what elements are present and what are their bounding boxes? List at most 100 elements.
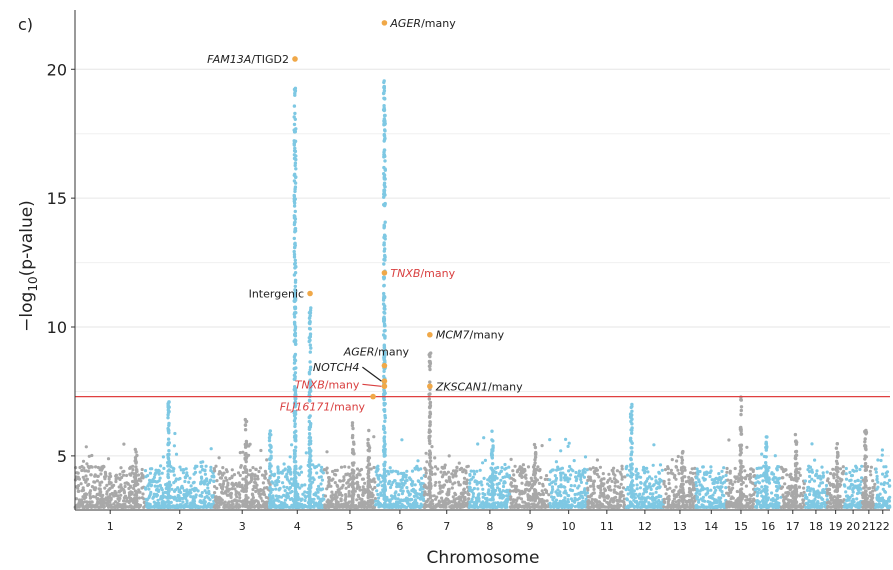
snp-point — [554, 476, 559, 480]
snp-point — [99, 504, 103, 508]
snp-point — [241, 450, 245, 454]
snp-point — [548, 470, 553, 474]
snp-point — [509, 457, 513, 461]
snp-point — [413, 483, 417, 487]
snp-point — [478, 468, 482, 472]
snp-point — [339, 497, 343, 501]
snp-point — [724, 486, 728, 490]
snp-point — [642, 465, 646, 469]
snp-point — [850, 502, 855, 506]
snp-point — [666, 467, 670, 471]
snp-point — [722, 494, 726, 498]
snp-point — [174, 505, 178, 509]
snp-point — [371, 493, 375, 497]
snp-point — [300, 497, 304, 501]
snp-point — [181, 500, 185, 504]
snp-point — [191, 501, 195, 505]
snp-point — [610, 479, 614, 483]
snp-point — [107, 500, 112, 504]
snp-point — [527, 503, 531, 507]
snp-point — [595, 505, 600, 509]
snp-point — [767, 466, 771, 470]
snp-point — [375, 469, 379, 473]
snp-point — [505, 472, 509, 476]
snp-point — [426, 498, 430, 502]
snp-point — [89, 473, 93, 477]
snp-point — [87, 482, 91, 487]
snp-point — [121, 487, 125, 491]
peak-snp-point — [292, 435, 297, 439]
peak-snp-point — [293, 278, 298, 282]
snp-point — [159, 495, 163, 499]
snp-point — [80, 464, 84, 469]
peak-snp-point — [294, 339, 298, 343]
snp-point — [357, 501, 361, 505]
peak-snp-point — [166, 494, 171, 499]
snp-point — [416, 459, 420, 463]
peak-snp-point — [166, 499, 170, 503]
peak-snp-point — [292, 430, 297, 435]
snp-point — [318, 503, 322, 507]
snp-point — [241, 504, 245, 508]
snp-point — [234, 481, 238, 486]
snp-point — [651, 463, 655, 467]
snp-point — [642, 501, 646, 505]
snp-point — [279, 501, 284, 505]
snp-point — [668, 505, 673, 509]
snp-point — [219, 471, 223, 475]
snp-point — [773, 454, 777, 458]
snp-point — [600, 492, 604, 496]
snp-point — [521, 471, 525, 475]
snp-point — [548, 478, 552, 482]
snp-point — [254, 489, 258, 494]
snp-point — [869, 465, 874, 469]
snp-point — [702, 478, 706, 482]
snp-point — [586, 478, 590, 482]
snp-point — [586, 486, 590, 490]
snp-point — [203, 472, 207, 476]
peak-snp-point — [292, 249, 296, 254]
snp-point — [278, 486, 282, 490]
snp-point — [441, 485, 445, 489]
snp-point — [100, 467, 104, 471]
snp-point — [501, 494, 506, 498]
snp-point — [233, 487, 237, 491]
snp-point — [624, 505, 628, 509]
snp-point — [485, 499, 489, 503]
snp-point — [759, 490, 763, 494]
peak-snp-point — [293, 478, 297, 483]
snp-point — [499, 501, 503, 505]
snp-point — [298, 505, 302, 509]
snp-point — [315, 487, 319, 492]
snp-point — [206, 482, 210, 487]
snp-point — [539, 476, 543, 480]
snp-point — [226, 505, 230, 509]
snp-point — [362, 503, 367, 507]
snp-point — [697, 500, 701, 504]
snp-point — [883, 490, 888, 494]
snp-point — [85, 462, 89, 466]
snp-point — [652, 501, 657, 506]
snp-point — [394, 490, 398, 494]
snp-point — [159, 497, 163, 501]
snp-point — [276, 465, 280, 469]
snp-point — [215, 498, 219, 502]
snp-point — [637, 496, 642, 500]
snp-point — [273, 498, 277, 502]
snp-point — [808, 465, 812, 469]
snp-point — [636, 505, 640, 509]
snp-point — [238, 451, 242, 455]
peak-snp-point — [293, 258, 297, 262]
snp-point — [156, 470, 160, 474]
snp-point — [704, 493, 708, 497]
snp-point — [499, 478, 503, 482]
peak-snp-point — [268, 448, 272, 453]
snp-point — [691, 471, 695, 475]
snp-point — [362, 500, 366, 504]
snp-point — [577, 469, 582, 473]
snp-point — [192, 480, 196, 484]
snp-point — [829, 471, 833, 476]
snp-point — [129, 465, 133, 469]
snp-point — [347, 465, 351, 469]
snp-point — [703, 505, 707, 509]
